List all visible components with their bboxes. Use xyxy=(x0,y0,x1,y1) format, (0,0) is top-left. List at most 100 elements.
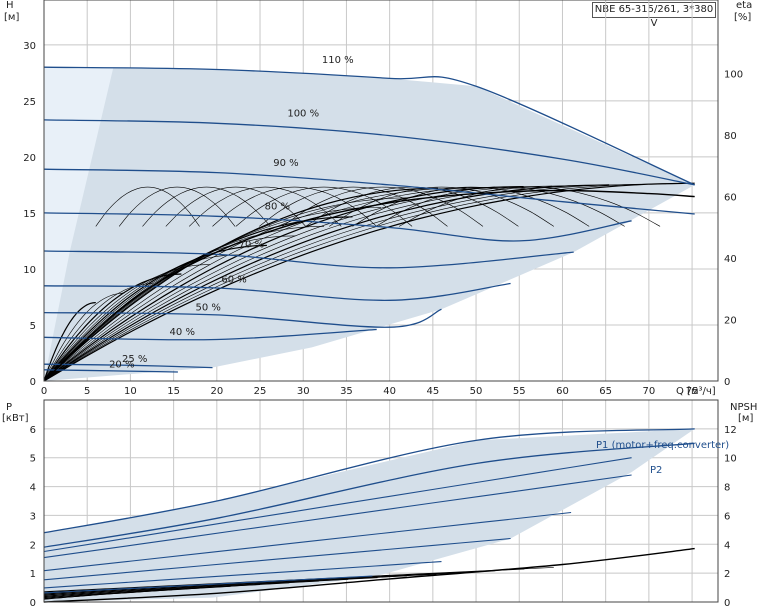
speed-curve xyxy=(43,282,511,301)
power-curve xyxy=(43,474,632,559)
power-curve xyxy=(43,442,695,548)
power-system-curve xyxy=(43,574,437,594)
y-tick-label: 30 xyxy=(23,41,36,52)
system-curve xyxy=(43,183,667,382)
power-curve xyxy=(43,537,511,581)
head-envelope xyxy=(44,67,695,381)
npsh-axis-title: NPSH xyxy=(730,402,757,413)
speed-label: 80 % xyxy=(265,202,290,213)
head-axis-title: H xyxy=(6,0,14,11)
series-lines xyxy=(43,66,695,603)
operating-envelopes xyxy=(44,67,695,602)
power-axis-title: [кВт] xyxy=(2,413,29,424)
power-curve xyxy=(43,575,373,594)
speed-label: 20 % xyxy=(109,360,134,371)
power-curve xyxy=(43,457,632,553)
efficiency-arc xyxy=(95,186,200,227)
y-tick-label: 25 xyxy=(23,97,36,108)
x-tick-label: 70 xyxy=(643,386,656,397)
y-tick-label: 10 xyxy=(23,265,36,276)
annotation-p1: P1 (motor+freq.converter) xyxy=(596,440,729,451)
x-tick-label: 20 xyxy=(210,386,223,397)
y2-tick-label: 40 xyxy=(724,254,737,265)
system-curve xyxy=(43,186,496,382)
speed-curve xyxy=(43,328,377,341)
tick-labels: 110 %100 %90 %80 %70 %60 %50 %40 %25 %20… xyxy=(2,0,757,609)
x-tick-label: 45 xyxy=(426,386,439,397)
efficiency-arc xyxy=(398,186,661,227)
system-curve xyxy=(43,186,524,382)
y2-tick-label: 20 xyxy=(724,316,737,327)
system-curve xyxy=(43,185,581,382)
speed-curve xyxy=(43,119,695,186)
x-tick-label: 30 xyxy=(297,386,310,397)
speed-curve xyxy=(43,308,442,328)
speed-label: 90 % xyxy=(273,158,298,169)
npsh-tick-label: 2 xyxy=(724,569,730,580)
speed-curve xyxy=(43,250,574,269)
system-curve xyxy=(43,226,325,382)
x-axis-label: Q [м³/ч] xyxy=(676,386,716,397)
system-curve xyxy=(43,244,267,382)
system-curve xyxy=(43,292,125,382)
system-curve xyxy=(43,302,96,382)
npsh-curve xyxy=(43,547,695,603)
y2-tick-label: 60 xyxy=(724,193,737,204)
speed-label: 100 % xyxy=(287,109,319,120)
x-tick-label: 65 xyxy=(599,386,612,397)
speed-label: 70 % xyxy=(239,240,264,251)
speed-label: 40 % xyxy=(170,327,195,338)
power-frame xyxy=(43,399,719,603)
npsh-tick-label: 6 xyxy=(724,511,730,522)
p-tick-label: 6 xyxy=(30,425,36,436)
p-tick-label: 5 xyxy=(30,454,36,465)
y-tick-label: 5 xyxy=(30,321,36,332)
x-tick-label: 15 xyxy=(167,386,180,397)
npsh-tick-label: 12 xyxy=(724,425,737,436)
y-tick-label: 0 xyxy=(30,377,36,388)
efficiency-arc xyxy=(259,186,448,227)
p-tick-label: 0 xyxy=(30,598,36,609)
axes xyxy=(43,0,719,603)
system-curve xyxy=(43,235,296,382)
efficiency-arc xyxy=(188,186,342,227)
power-system-curve xyxy=(43,575,407,595)
x-tick-label: 5 xyxy=(84,386,90,397)
eta-axis-title: eta xyxy=(736,0,752,11)
x-tick-label: 50 xyxy=(470,386,483,397)
x-tick-label: 35 xyxy=(340,386,353,397)
power-axis-title: P xyxy=(6,402,12,413)
x-tick-label: 55 xyxy=(513,386,526,397)
head-frame xyxy=(43,0,719,382)
efficiency-arc xyxy=(212,186,377,227)
efficiency-arc xyxy=(329,186,554,227)
efficiency-arc xyxy=(142,186,271,227)
x-tick-label: 75 xyxy=(686,386,699,397)
model-label: NBE 65-315/261, 3*380 V xyxy=(592,2,716,29)
speed-label: 50 % xyxy=(195,302,220,313)
system-curve xyxy=(43,184,610,382)
x-tick-label: 40 xyxy=(383,386,396,397)
npsh-tick-label: 8 xyxy=(724,483,730,494)
power-curve xyxy=(43,561,442,589)
npsh-tick-label: 4 xyxy=(724,540,730,551)
system-curve xyxy=(43,185,553,382)
power-curve xyxy=(43,511,572,572)
p-tick-label: 2 xyxy=(30,540,36,551)
npsh-tick-label: 0 xyxy=(724,598,730,609)
p-tick-label: 3 xyxy=(30,511,36,522)
annotation-p2: P2 xyxy=(650,465,662,476)
speed-curve xyxy=(43,66,695,186)
head-axis-title: [м] xyxy=(4,12,19,23)
x-tick-label: 0 xyxy=(41,386,47,397)
p-tick-label: 4 xyxy=(30,483,36,494)
speed-curve xyxy=(43,369,178,373)
power-envelope xyxy=(44,428,695,602)
npsh-axis-title: [м] xyxy=(738,413,753,424)
system-curve xyxy=(43,182,695,382)
p-tick-label: 1 xyxy=(30,569,36,580)
speed-label: 60 % xyxy=(221,274,246,285)
head-envelope-light xyxy=(44,67,114,381)
system-curve xyxy=(43,187,439,382)
